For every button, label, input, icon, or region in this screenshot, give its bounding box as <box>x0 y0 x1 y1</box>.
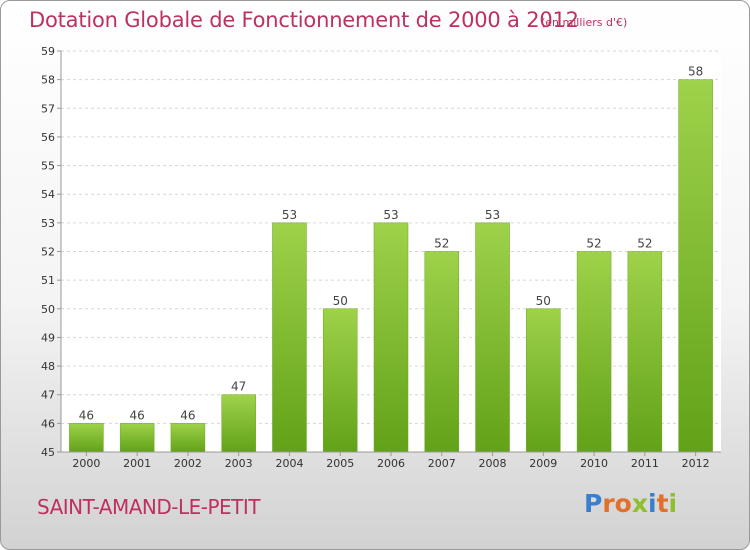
x-tick-label: 2007 <box>428 457 456 470</box>
bar <box>373 222 409 453</box>
data-label: 46 <box>79 408 94 422</box>
chart-subtitle: (en milliers d'€) <box>541 16 628 29</box>
y-tick-label: 53 <box>41 217 55 230</box>
logo-letter: i <box>668 489 678 518</box>
logo-letter: t <box>656 489 669 518</box>
bar <box>221 394 256 453</box>
logo-letter: i <box>648 489 657 518</box>
y-tick-label: 57 <box>41 102 55 115</box>
data-label: 46 <box>130 408 145 422</box>
data-label: 58 <box>688 65 703 79</box>
data-label: 52 <box>586 237 601 251</box>
bar <box>526 308 561 453</box>
logo-letter: P <box>584 489 603 518</box>
data-label: 47 <box>231 380 246 394</box>
x-tick-label: 2005 <box>326 457 354 470</box>
bar <box>170 423 206 453</box>
data-label: 53 <box>485 208 500 222</box>
bar <box>678 79 713 453</box>
y-tick-label: 56 <box>41 131 55 144</box>
bar <box>322 308 358 453</box>
data-label: 46 <box>180 408 195 422</box>
x-tick-label: 2002 <box>174 457 202 470</box>
y-tick-label: 55 <box>41 160 55 173</box>
y-tick-label: 46 <box>41 417 55 430</box>
bar <box>576 251 612 453</box>
x-tick-label: 2006 <box>377 457 405 470</box>
x-tick-label: 2008 <box>479 457 507 470</box>
x-tick-label: 2003 <box>225 457 253 470</box>
y-tick-label: 52 <box>41 246 55 259</box>
y-tick-label: 49 <box>41 331 55 344</box>
y-tick-label: 58 <box>41 74 55 87</box>
x-tick-label: 2011 <box>631 457 659 470</box>
data-label: 50 <box>333 294 348 308</box>
y-tick-label: 50 <box>41 303 55 316</box>
x-tick-label: 2004 <box>275 457 303 470</box>
chart-title: Dotation Globale de Fonctionnement de 20… <box>29 8 579 32</box>
y-tick-label: 59 <box>41 45 55 58</box>
x-tick-label: 2009 <box>529 457 557 470</box>
bar <box>69 423 104 453</box>
data-label: 53 <box>282 208 297 222</box>
x-tick-label: 2000 <box>72 457 100 470</box>
data-label: 52 <box>637 237 652 251</box>
city-name: SAINT-AMAND-LE-PETIT <box>37 495 261 519</box>
x-tick-label: 2001 <box>123 457 151 470</box>
y-tick-label: 51 <box>41 274 55 287</box>
bar <box>475 222 510 453</box>
bar <box>627 251 663 453</box>
y-tick-label: 47 <box>41 389 55 402</box>
x-tick-label: 2010 <box>580 457 608 470</box>
y-tick-label: 45 <box>41 446 55 459</box>
logo-letter: o <box>614 489 632 518</box>
bar <box>424 251 460 453</box>
proxiti-logo[interactable]: Proxiti <box>584 489 677 518</box>
data-label: 50 <box>536 294 551 308</box>
data-label: 52 <box>434 237 449 251</box>
data-label: 53 <box>383 208 398 222</box>
bar <box>272 222 307 453</box>
x-tick-label: 2012 <box>682 457 710 470</box>
y-tick-label: 48 <box>41 360 55 373</box>
logo-letter: x <box>631 489 648 518</box>
logo-letter: r <box>602 489 615 518</box>
y-tick-label: 54 <box>41 188 55 201</box>
bar <box>119 423 155 453</box>
